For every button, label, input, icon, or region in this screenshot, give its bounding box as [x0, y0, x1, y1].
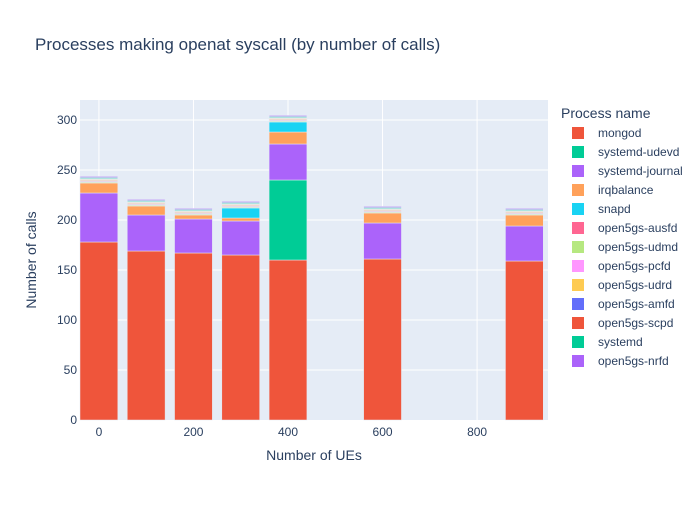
legend-entry-label: open5gs-scpd [598, 316, 673, 330]
bar-segment [79, 176, 119, 178]
y-tick-label: 150 [57, 263, 77, 277]
bar-segment [363, 206, 402, 208]
y-tick-label: 250 [57, 163, 77, 177]
chart-title: Processes making openat syscall (by numb… [35, 35, 440, 54]
bar-segment [221, 254, 260, 421]
bars-group [79, 115, 544, 421]
bar-segment [363, 258, 402, 421]
bar-segment [221, 217, 260, 222]
legend-entry-label: open5gs-ausfd [598, 221, 677, 235]
bar-segment [268, 259, 308, 421]
legend-title: Process name [561, 105, 651, 121]
legend-entry-label: irqbalance [598, 183, 654, 197]
bar-segment [268, 143, 308, 181]
bar-segment [79, 182, 119, 194]
x-tick-label: 600 [373, 425, 393, 439]
legend-swatch [572, 279, 584, 291]
legend-swatch [572, 222, 584, 234]
x-tick-label: 200 [183, 425, 203, 439]
bar-segment [505, 260, 544, 421]
bar-segment [268, 131, 308, 145]
legend-entry-label: open5gs-udrd [598, 278, 672, 292]
x-tick-labels: 0 200 400 600 800 [96, 425, 488, 439]
y-tick-labels: 0 50 100 150 200 250 300 [57, 113, 77, 427]
y-tick-label: 100 [57, 313, 77, 327]
bar-segment [79, 192, 119, 243]
y-tick-label: 200 [57, 213, 77, 227]
y-tick-label: 50 [64, 363, 78, 377]
legend-entry-label: open5gs-amfd [598, 297, 675, 311]
legend-entry-label: systemd [598, 335, 643, 349]
bar-segment [221, 201, 260, 203]
bar-segment [79, 241, 119, 421]
legend-swatch [572, 165, 584, 177]
legend-entry-label: systemd-journal [598, 164, 683, 178]
legend-swatch [572, 146, 584, 158]
bar-segment [505, 214, 544, 227]
x-tick-label: 800 [467, 425, 487, 439]
bar-segment [505, 225, 544, 262]
legend-swatch [572, 317, 584, 329]
bar-segment [174, 218, 213, 254]
bar-segment [127, 199, 166, 201]
legend-swatch [572, 298, 584, 310]
legend-entry-label: open5gs-udmd [598, 240, 678, 254]
legend-entry-label: open5gs-pcfd [598, 259, 671, 273]
legend: Process name mongod systemd-udevd systemd-… [561, 105, 683, 368]
bar-segment [127, 205, 166, 216]
legend-entry-label: open5gs-nrfd [598, 354, 669, 368]
legend-swatch [572, 260, 584, 272]
legend-swatch [572, 203, 584, 215]
bar-segment [174, 252, 213, 421]
bar-segment [221, 207, 260, 219]
bar-segment [127, 250, 166, 421]
bar-segment [174, 208, 213, 210]
legend-entry-label: mongod [598, 126, 641, 140]
bar-segment [268, 179, 308, 261]
x-tick-label: 400 [278, 425, 298, 439]
x-axis-title: Number of UEs [266, 447, 362, 463]
bar-segment [505, 208, 544, 210]
legend-entry-label: snapd [598, 202, 631, 216]
bar-segment [268, 115, 308, 117]
legend-entry-label: systemd-udevd [598, 145, 679, 159]
legend-swatch [572, 336, 584, 348]
legend-swatch [572, 127, 584, 139]
bar-segment [174, 214, 213, 220]
y-tick-label: 300 [57, 113, 77, 127]
legend-swatch [572, 355, 584, 367]
bar-segment [268, 121, 308, 133]
x-tick-label: 0 [96, 425, 103, 439]
bar-segment [221, 220, 260, 256]
legend-swatch [572, 241, 584, 253]
bar-segment [363, 222, 402, 260]
legend-swatch [572, 184, 584, 196]
y-tick-label: 0 [70, 413, 77, 427]
bar-segment [363, 212, 402, 224]
bar-segment [127, 214, 166, 252]
y-axis-title: Number of calls [23, 211, 39, 308]
